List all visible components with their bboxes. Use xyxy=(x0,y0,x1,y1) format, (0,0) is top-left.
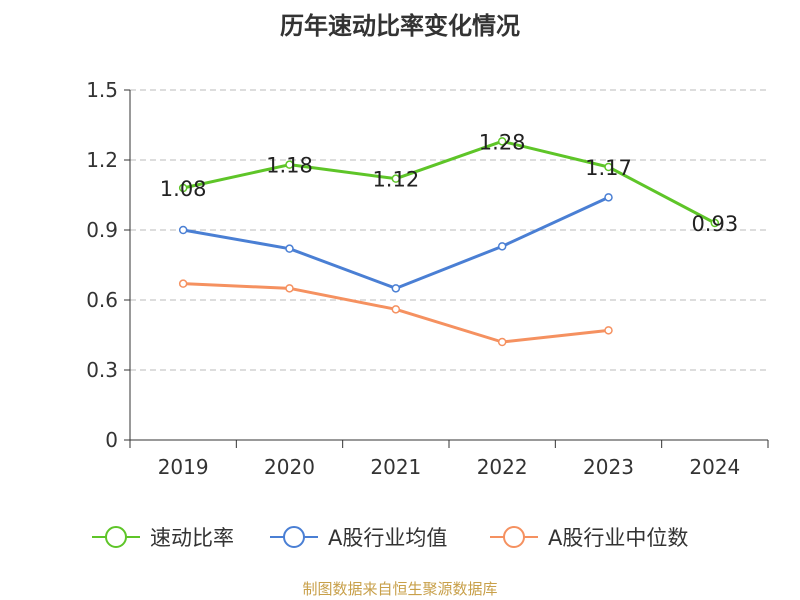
data-point xyxy=(391,284,401,293)
chart-title: 历年速动比率变化情况 xyxy=(280,12,520,40)
x-tick-label: 2023 xyxy=(583,455,634,479)
x-tick-label: 2020 xyxy=(264,455,315,479)
data-point xyxy=(391,174,401,183)
y-tick-label: 1.2 xyxy=(86,148,118,172)
x-tick-label: 2022 xyxy=(477,455,528,479)
data-point xyxy=(497,137,507,146)
source-note: 制图数据来自恒生聚源数据库 xyxy=(302,580,498,598)
x-tick-label: 2021 xyxy=(370,455,421,479)
y-tick-label: 0.6 xyxy=(86,288,118,312)
data-label: 0.93 xyxy=(691,212,738,236)
data-point xyxy=(391,305,401,314)
data-point xyxy=(497,242,507,251)
y-tick-label: 0.9 xyxy=(86,218,118,242)
x-tick-label: 2019 xyxy=(158,455,209,479)
x-tick-label: 2024 xyxy=(689,455,740,479)
series-line xyxy=(182,195,610,290)
data-point xyxy=(178,225,188,235)
data-label: 1.17 xyxy=(585,156,632,180)
data-point xyxy=(497,337,507,347)
series-line xyxy=(182,139,716,225)
data-point xyxy=(178,183,188,193)
y-tick-label: 1.5 xyxy=(86,78,118,102)
data-point xyxy=(604,326,613,335)
data-point xyxy=(710,218,720,228)
legend-label: A股行业中位数 xyxy=(548,526,688,550)
data-label: 1.12 xyxy=(372,168,419,192)
data-label: 1.18 xyxy=(266,154,313,178)
legend-marker xyxy=(503,526,525,548)
data-point xyxy=(178,279,188,288)
data-label: 1.08 xyxy=(160,177,207,201)
data-point xyxy=(604,193,613,202)
data-point xyxy=(285,160,294,169)
legend-marker xyxy=(105,526,127,548)
data-point xyxy=(285,244,294,253)
data-label: 1.28 xyxy=(479,130,526,154)
data-point xyxy=(285,284,294,293)
legend-label: A股行业均值 xyxy=(328,526,447,550)
data-point xyxy=(604,162,613,172)
y-tick-label: 0 xyxy=(105,428,118,452)
y-tick-label: 0.3 xyxy=(86,358,118,382)
legend-label: 速动比率 xyxy=(150,526,234,550)
legend-marker xyxy=(283,526,305,548)
